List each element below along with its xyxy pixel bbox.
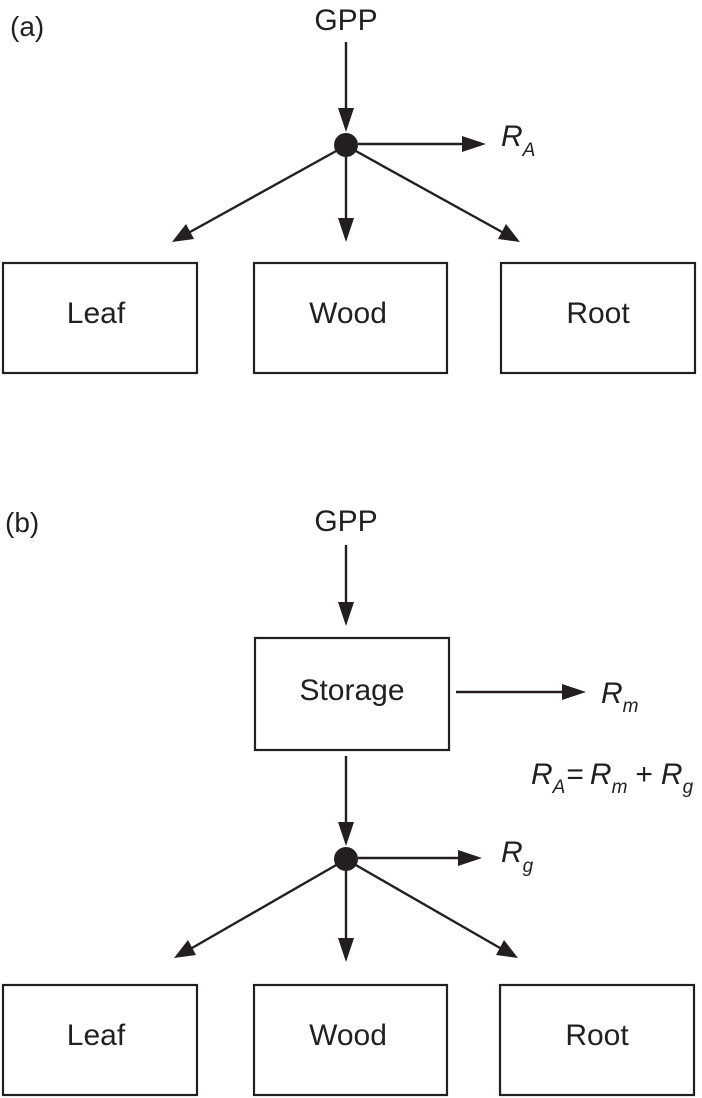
panel-a-leaf-box xyxy=(1,261,199,375)
panel-a-wood-arrowhead xyxy=(338,218,354,242)
panel-a-wood-label: Wood xyxy=(309,297,387,330)
panel-a-root-arrowhead xyxy=(498,224,520,242)
panel-b-root-label: Root xyxy=(565,1019,629,1052)
panel-b-label: (b) xyxy=(5,507,39,538)
panel-a-label: (a) xyxy=(10,11,44,42)
panel-a-leaf-arrow xyxy=(189,148,339,234)
panel-a-root-box xyxy=(499,261,697,375)
panel-a-leaf-label: Leaf xyxy=(67,297,126,330)
panel-b-equation: RA= Rm + Rg xyxy=(531,758,694,798)
panel-b-leaf-box xyxy=(1,983,199,1097)
panel-a-ra-arrowhead xyxy=(462,136,486,152)
panel-b-allocation-node xyxy=(334,847,358,871)
panel-a-wood-box xyxy=(252,261,449,375)
panel-b: (b) GPP Storage Rm RA= Rm + Rg Rg xyxy=(1,505,696,1097)
panel-a-leaf-arrowhead xyxy=(172,224,194,242)
panel-b-storage-arrowhead xyxy=(338,822,354,846)
panel-b-gpp-label: GPP xyxy=(314,505,377,538)
panel-b-wood-label: Wood xyxy=(309,1019,387,1052)
panel-a-root-label: Root xyxy=(566,297,630,330)
panel-a-root-arrow xyxy=(353,148,503,234)
panel-b-root-box xyxy=(498,983,696,1097)
panel-a-ra-label: RA xyxy=(501,120,535,161)
panel-b-gpp-arrowhead xyxy=(338,602,354,626)
panel-b-storage-label: Storage xyxy=(299,674,404,707)
panel-b-wood-box xyxy=(252,983,449,1097)
panel-b-rg-arrowhead xyxy=(458,850,482,866)
panel-b-leaf-label: Leaf xyxy=(67,1019,126,1052)
panel-b-wood-arrowhead xyxy=(338,938,354,962)
panel-a-gpp-label: GPP xyxy=(314,4,377,37)
panel-b-storage-box xyxy=(253,636,451,752)
panel-b-rg-label: Rg xyxy=(501,836,534,877)
panel-a-allocation-node xyxy=(334,133,358,157)
panel-b-rm-arrowhead xyxy=(562,684,586,700)
panel-a-gpp-arrowhead xyxy=(338,108,354,132)
panel-b-leaf-arrowhead xyxy=(174,940,196,958)
panel-a: (a) GPP RA Leaf Wood Root xyxy=(1,4,697,375)
panel-b-root-arrow xyxy=(353,862,501,950)
panel-b-root-arrowhead xyxy=(496,940,518,958)
panel-b-leaf-arrow xyxy=(191,862,339,950)
panel-b-rm-label: Rm xyxy=(601,677,639,717)
